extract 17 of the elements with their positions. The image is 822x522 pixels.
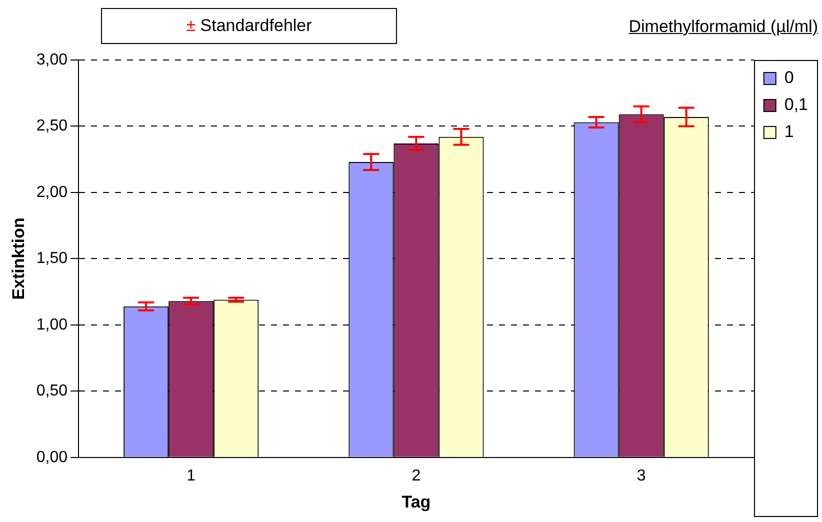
y-tick-label: 3,00 [36, 51, 68, 68]
y-tick-label: 0,50 [36, 382, 68, 400]
y-tick-label: 2,50 [36, 118, 68, 135]
y-tick-label: 1,50 [36, 250, 68, 268]
legend-label: 0 [784, 68, 794, 88]
y-tick-label: 1,00 [36, 316, 68, 334]
text: ± Standardfehler [101, 8, 397, 44]
y-tick-label: 2,00 [36, 184, 68, 201]
x-axis-title: Tag [402, 492, 431, 512]
legend-title: Dimethylformamid (µl/ml) [628, 17, 818, 37]
legend-label: 1 [784, 122, 794, 142]
x-tick-label: 1 [186, 467, 196, 484]
x-tick-label: 3 [636, 467, 646, 484]
legend-label: 0,1 [784, 95, 808, 114]
y-axis-title: Extinktion [8, 218, 28, 300]
y-tick-label: 0,00 [36, 448, 68, 466]
x-tick-label: 2 [412, 467, 421, 484]
